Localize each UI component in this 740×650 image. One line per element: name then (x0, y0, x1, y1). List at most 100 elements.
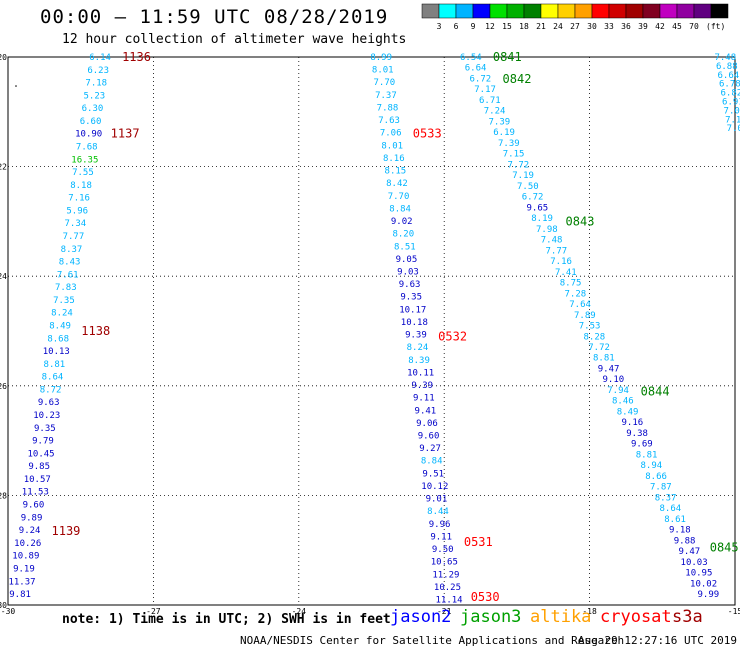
pass-time-label: 1139 (52, 524, 81, 538)
swh-value: 6.54 (460, 53, 482, 63)
swh-value: 9.35 (400, 293, 422, 303)
swh-value: 7.15 (503, 150, 525, 160)
pass-time-label: 1138 (81, 324, 110, 338)
swh-value: 7.70 (374, 78, 396, 88)
swh-value: 8.64 (660, 504, 682, 514)
x-tick-label: -24 (292, 607, 307, 615)
swh-value: 8.16 (383, 154, 405, 164)
legend-jason2: jason2 (390, 607, 452, 627)
swh-value: 8.37 (61, 245, 83, 255)
swh-value: 7.28 (565, 289, 587, 299)
swh-value: 7.48 (541, 236, 563, 246)
swh-value: 6.64 (717, 71, 739, 81)
swh-value: 10.90 (75, 130, 102, 140)
x-tick-label: -27 (146, 607, 161, 615)
swh-value: 9.27 (419, 444, 441, 454)
x-tick-label: -18 (582, 607, 597, 615)
swh-value: 8.44 (427, 507, 449, 517)
footer-note: note: 1) Time is in UTC; 2) SWH is in fe… (62, 612, 391, 627)
colorbar-label: 15 (502, 22, 512, 31)
swh-value: 8.81 (593, 354, 615, 364)
swh-value: 8.20 (392, 230, 414, 240)
swh-value: 7.68 (76, 143, 98, 153)
swh-value: 9.18 (669, 526, 691, 536)
swh-value: 9.63 (399, 280, 421, 290)
swh-value: 8.01 (381, 141, 403, 151)
swh-value: 8.24 (51, 309, 73, 319)
pass-time-label: 1136 (122, 50, 151, 64)
swh-value: 8.01 (372, 66, 394, 76)
pass-time-label: 0532 (438, 329, 467, 343)
y-tick-label: -20 (0, 53, 7, 62)
colorbar-label: 70 (689, 22, 699, 31)
colorbar-units: (ft) (706, 22, 726, 31)
swh-value: 6.82 (721, 89, 740, 99)
swh-value: 7.89 (574, 311, 596, 321)
swh-value: 9.38 (626, 429, 648, 439)
swh-value: 8.81 (636, 450, 658, 460)
swh-value: 7.98 (536, 225, 558, 235)
y-tick-label: -30 (0, 601, 7, 610)
swh-value: 10.17 (399, 305, 426, 315)
pass-time-label: 0844 (641, 384, 670, 398)
swh-value: 7.50 (517, 182, 539, 192)
colorbar-label: 39 (638, 22, 648, 31)
pass-time-label: 0530 (471, 590, 500, 604)
swh-value: 7.16 (68, 194, 90, 204)
swh-value: 10.65 (431, 558, 458, 568)
swh-value: 9.03 (397, 267, 419, 277)
pass-time-label: 0845 (710, 540, 739, 554)
swh-value: 7.37 (375, 91, 397, 101)
swh-value: 7.77 (546, 246, 568, 256)
swh-value: 7.16 (550, 257, 572, 267)
swh-value: 9.85 (28, 462, 50, 472)
swh-value: 10.25 (434, 583, 461, 593)
swh-value: 9.79 (32, 437, 54, 447)
swh-value: 9.65 (527, 203, 549, 213)
swh-value: 8.99 (370, 53, 392, 63)
swh-value: 9.24 (19, 526, 41, 536)
swh-value: 8.94 (641, 461, 663, 471)
swh-value: 8.61 (664, 515, 686, 525)
track-s3a: 6.14 6.23 7.18 5.23 6.30 6.60 10.90 7.68 16.35 7.… (8, 50, 151, 600)
x-corner-label: -30 (1, 607, 16, 615)
swh-value: 7.02 (724, 106, 740, 116)
swh-value: 7.18 (85, 79, 107, 89)
swh-value: 5.96 (66, 206, 88, 216)
colorbar-label: 9 (471, 22, 476, 31)
colorbar-label: 3 (437, 22, 442, 31)
swh-value: 10.03 (681, 558, 708, 568)
colorbar-label: 30 (587, 22, 597, 31)
swh-value: 8.15 (385, 167, 407, 177)
pass-time-label: 0533 (413, 127, 442, 141)
swh-value: 8.64 (42, 373, 64, 383)
colorbar-label: 18 (519, 22, 529, 31)
pass-time-label: 0531 (464, 535, 493, 549)
swh-value: 7.17 (474, 85, 496, 95)
swh-value: 9.63 (38, 398, 60, 408)
swh-value: 8.75 (560, 279, 582, 289)
swh-value: 10.95 (685, 569, 712, 579)
track-jason2: 6.546.646.727.176.717.247.396.197.397.15… (460, 50, 739, 600)
swh-value: 9.39 (405, 331, 427, 341)
swh-value: 9.39 (411, 381, 433, 391)
swh-value: 10.26 (14, 539, 41, 549)
swh-value: 6.14 (89, 53, 111, 63)
swh-value: 6.30 (82, 104, 104, 114)
swh-value: 8.19 (531, 214, 553, 224)
swh-value: 9.11 (430, 532, 452, 542)
swh-value: 7.55 (72, 168, 94, 178)
colorbar-label: 6 (454, 22, 459, 31)
swh-value: 9.88 (674, 536, 696, 546)
swh-value: 7.53 (579, 322, 601, 332)
colorbar-label: 45 (672, 22, 682, 31)
swh-value: 8.66 (645, 472, 667, 482)
swh-value: 7.94 (607, 386, 629, 396)
swh-value: 8.46 (612, 397, 634, 407)
swh-value: 9.41 (415, 406, 437, 416)
swh-value: 7.83 (55, 283, 77, 293)
colorbar-label: 33 (604, 22, 614, 31)
swh-value: 11.29 (432, 570, 459, 580)
swh-value: 10.57 (24, 475, 51, 485)
